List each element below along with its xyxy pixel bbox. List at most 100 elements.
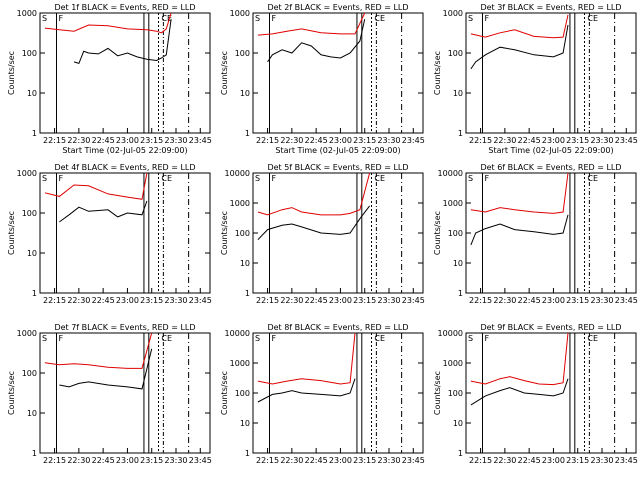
x-tick-label: 23:30 — [164, 296, 187, 305]
x-tick-label: 23:30 — [164, 136, 187, 145]
event-marker-label: F — [272, 14, 277, 23]
x-tick-label: 22:30 — [67, 136, 90, 145]
x-tick-label: 23:45 — [402, 456, 425, 465]
chart-panel: Det 3f BLACK = Events, RED = LLD 1 10 100 10… — [433, 3, 638, 155]
x-tick-label: 22:30 — [67, 456, 90, 465]
x-tick-label: 23:15 — [353, 296, 376, 305]
event-marker-label: CE — [587, 334, 598, 343]
event-marker-label: CE — [374, 334, 385, 343]
x-tick-label: 22:45 — [518, 296, 541, 305]
y-tick-label: 10 — [240, 259, 250, 268]
event-marker-label: F — [485, 174, 490, 183]
x-tick-label: 23:15 — [140, 456, 163, 465]
series-line-lld — [44, 332, 153, 369]
x-tick-label: 22:45 — [92, 456, 115, 465]
chart-title: Det 8f BLACK = Events, RED = LLD — [267, 323, 408, 332]
plot-frame — [465, 332, 637, 454]
event-marker-label: CE — [161, 334, 172, 343]
x-tick-label: 22:15 — [256, 456, 279, 465]
x-tick-label: 23:15 — [566, 136, 589, 145]
x-tick-label: 22:15 — [469, 456, 492, 465]
y-tick-label: 10000 — [225, 169, 250, 178]
y-tick-label: 10000 — [438, 329, 463, 338]
series-line-events — [470, 214, 569, 246]
x-tick-label: 23:15 — [353, 456, 376, 465]
y-tick-label: 1 — [245, 289, 250, 298]
y-tick-label: 1000 — [443, 9, 463, 18]
y-tick-label: 10 — [27, 89, 37, 98]
y-tick-label: 1 — [32, 129, 37, 138]
chart-title: Det 7f BLACK = Events, RED = LLD — [54, 323, 195, 332]
x-tick-label: 23:30 — [590, 456, 613, 465]
x-tick-label: 22:30 — [280, 136, 303, 145]
y-tick-label: 1000 — [443, 359, 463, 368]
y-tick-label: 1 — [32, 449, 37, 458]
x-tick-label: 23:45 — [189, 296, 212, 305]
y-tick-label: 1 — [458, 289, 463, 298]
y-tick-label: 1 — [245, 129, 250, 138]
x-tick-label: 23:15 — [566, 456, 589, 465]
x-tick-label: 22:30 — [493, 136, 516, 145]
plot-frame — [39, 332, 211, 454]
x-tick-label: 23:30 — [590, 136, 613, 145]
x-tick-label: 23:30 — [590, 296, 613, 305]
x-tick-label: 22:15 — [43, 136, 66, 145]
y-tick-label: 100 — [22, 369, 37, 378]
x-tick-label: 22:30 — [493, 456, 516, 465]
y-tick-label: 10000 — [438, 169, 463, 178]
x-axis-label: Start Time (02-Jul-05 22:09:00) — [275, 146, 400, 155]
y-axis-label: Counts/sec — [433, 51, 442, 95]
x-tick-label: 22:15 — [469, 296, 492, 305]
y-tick-label: 1 — [458, 129, 463, 138]
series-line-lld — [44, 172, 148, 200]
x-axis-label: Start Time (02-Jul-05 22:09:00) — [62, 146, 187, 155]
y-tick-label: 1000 — [17, 329, 37, 338]
y-tick-label: 100 — [235, 229, 250, 238]
x-tick-label: 23:00 — [116, 136, 139, 145]
series-line-lld — [257, 12, 366, 36]
y-tick-label: 1000 — [17, 9, 37, 18]
x-tick-label: 23:00 — [542, 136, 565, 145]
event-marker-label: F — [59, 14, 64, 23]
y-tick-label: 1 — [458, 449, 463, 458]
y-tick-label: 1000 — [230, 9, 250, 18]
plot-frame — [252, 332, 424, 454]
series-line-lld — [470, 14, 569, 39]
x-tick-label: 23:00 — [542, 296, 565, 305]
series-line-lld — [257, 172, 371, 216]
series-line-lld — [470, 332, 569, 386]
chart-panel: Det 7f BLACK = Events, RED = LLD 1 10 100 10… — [7, 323, 212, 465]
chart-title: Det 5f BLACK = Events, RED = LLD — [267, 163, 408, 172]
y-axis-label: Counts/sec — [220, 51, 229, 95]
chart-panel: Det 4f BLACK = Events, RED = LLD 1 10 100 10… — [7, 163, 212, 305]
event-marker-label: S — [468, 334, 473, 343]
chart-title: Det 6f BLACK = Events, RED = LLD — [480, 163, 621, 172]
y-tick-label: 1 — [32, 289, 37, 298]
event-marker-label: CE — [587, 14, 598, 23]
x-tick-label: 23:15 — [140, 136, 163, 145]
series-line-events — [257, 378, 356, 403]
series-line-events — [257, 205, 370, 241]
x-tick-label: 23:00 — [542, 456, 565, 465]
plot-frame — [252, 12, 424, 134]
y-tick-label: 1000 — [443, 199, 463, 208]
y-tick-label: 1 — [245, 449, 250, 458]
x-tick-label: 23:45 — [402, 296, 425, 305]
series-line-events — [73, 19, 172, 65]
y-tick-label: 10 — [453, 89, 463, 98]
chart-title: Det 3f BLACK = Events, RED = LLD — [480, 3, 621, 12]
y-axis-label: Counts/sec — [7, 211, 16, 255]
event-marker-label: CE — [374, 14, 385, 23]
series-line-lld — [470, 172, 569, 214]
x-tick-label: 23:45 — [189, 136, 212, 145]
x-tick-label: 22:30 — [493, 296, 516, 305]
x-tick-label: 22:15 — [256, 136, 279, 145]
event-marker-label: CE — [374, 174, 385, 183]
x-tick-label: 23:45 — [189, 456, 212, 465]
x-tick-label: 23:45 — [615, 456, 638, 465]
x-tick-label: 23:00 — [116, 296, 139, 305]
x-tick-label: 23:00 — [329, 296, 352, 305]
x-tick-label: 23:30 — [377, 456, 400, 465]
event-marker-label: S — [42, 334, 47, 343]
x-axis-label: Start Time (02-Jul-05 22:09:00) — [488, 146, 613, 155]
